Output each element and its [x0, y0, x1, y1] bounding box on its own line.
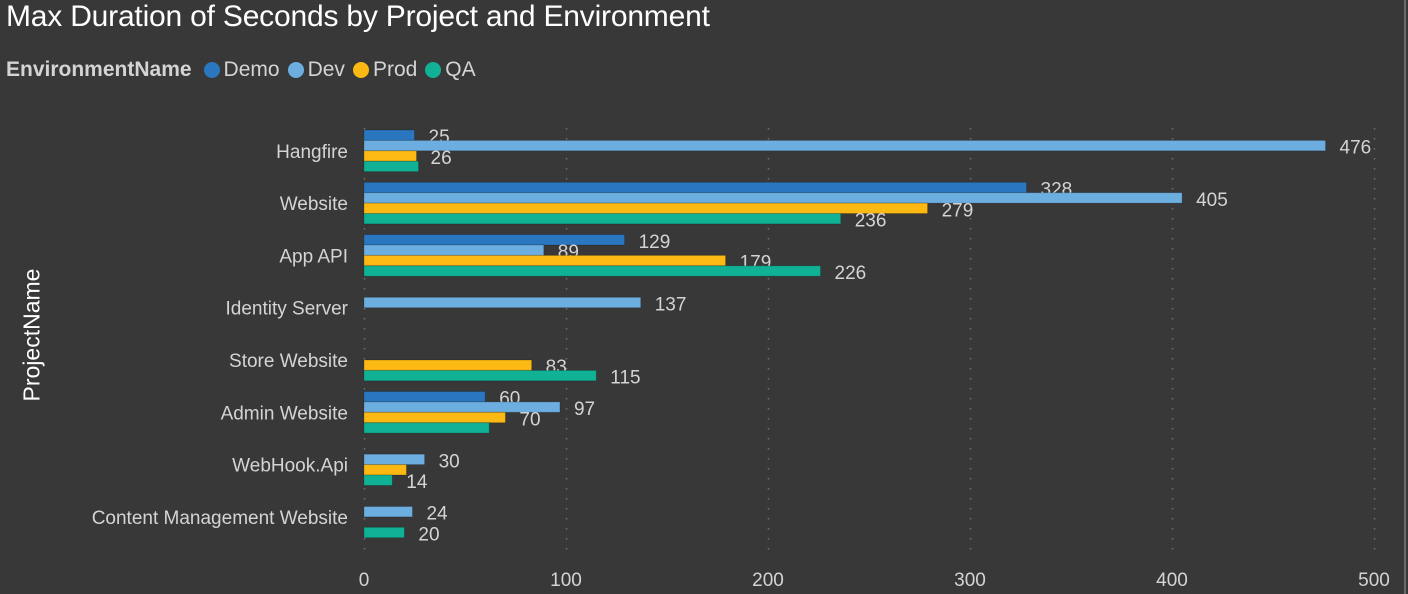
data-label: 70	[519, 410, 540, 431]
data-label: 24	[426, 504, 448, 525]
bar-demo[interactable]	[363, 129, 415, 141]
bar-prod[interactable]	[363, 150, 418, 162]
bar-qa[interactable]	[363, 369, 597, 382]
legend-label-prod: Prod	[372, 58, 418, 81]
data-label: 137	[655, 295, 687, 316]
legend-item-demo[interactable]: Demo	[203, 58, 280, 82]
bar-qa[interactable]	[363, 526, 405, 539]
data-label: 236	[855, 211, 887, 232]
data-label: 129	[639, 232, 671, 253]
legend-dot-prod-icon	[352, 62, 369, 78]
data-label: 405	[1196, 190, 1228, 211]
legend-label-demo: Demo	[223, 58, 280, 81]
x-tick-label: 100	[550, 570, 582, 591]
legend-title: EnvironmentName	[6, 58, 192, 81]
bar-qa[interactable]	[363, 474, 393, 486]
y-category-label: Admin Website	[221, 403, 348, 424]
data-label: 476	[1340, 138, 1372, 159]
data-label: 97	[574, 399, 595, 420]
data-label: 14	[406, 472, 428, 493]
bar-prod[interactable]	[363, 411, 506, 424]
legend: EnvironmentName Demo Dev Prod QA	[6, 57, 484, 83]
x-tick-label: 0	[359, 570, 370, 591]
bar-dev[interactable]	[363, 453, 426, 466]
data-label: 30	[439, 451, 460, 472]
bar-dev[interactable]	[363, 296, 642, 309]
legend-item-dev[interactable]: Dev	[287, 58, 345, 82]
bar-dev[interactable]	[363, 244, 545, 256]
legend-label-qa: QA	[445, 58, 476, 81]
y-category-label: Content Management Website	[92, 508, 348, 529]
bar-prod[interactable]	[363, 254, 727, 267]
y-category-label: Store Website	[229, 351, 348, 372]
y-category-label: Hangfire	[276, 142, 348, 163]
legend-dot-demo-icon	[203, 62, 220, 78]
bar-prod[interactable]	[363, 464, 407, 476]
bar-qa[interactable]	[363, 213, 842, 225]
bar-prod[interactable]	[363, 359, 533, 371]
legend-dot-dev-icon	[287, 62, 304, 78]
bar-qa[interactable]	[363, 265, 822, 277]
legend-label-dev: Dev	[307, 58, 345, 81]
x-tick-label: 200	[752, 570, 784, 591]
legend-dot-qa-icon	[425, 62, 442, 78]
x-tick-label: 500	[1358, 570, 1390, 591]
bar-prod[interactable]	[363, 202, 929, 215]
bar-qa[interactable]	[363, 160, 420, 173]
bar-dev[interactable]	[363, 192, 1183, 204]
y-category-label: Identity Server	[226, 299, 349, 320]
data-label: 279	[942, 200, 974, 221]
legend-item-qa[interactable]: QA	[425, 58, 476, 82]
x-tick-label: 300	[954, 570, 986, 591]
data-label: 26	[431, 148, 452, 169]
bar-demo[interactable]	[363, 234, 626, 246]
y-category-label: App API	[279, 246, 348, 267]
data-label: 226	[835, 263, 867, 284]
bar-dev[interactable]	[363, 506, 413, 518]
data-label: 115	[610, 368, 640, 389]
bar-dev[interactable]	[363, 139, 1327, 152]
bar-qa[interactable]	[363, 422, 490, 434]
x-tick-label: 400	[1156, 570, 1188, 591]
chart-title: Max Duration of Seconds by Project and E…	[6, 0, 710, 33]
y-category-label: WebHook.Api	[232, 456, 348, 477]
legend-item-prod[interactable]: Prod	[352, 58, 418, 82]
scrollbar-edge[interactable]	[1404, 0, 1406, 594]
data-label: 20	[418, 525, 439, 546]
bar-demo[interactable]	[363, 391, 486, 403]
bar-demo[interactable]	[363, 181, 1028, 194]
y-category-label: Website	[280, 194, 348, 215]
